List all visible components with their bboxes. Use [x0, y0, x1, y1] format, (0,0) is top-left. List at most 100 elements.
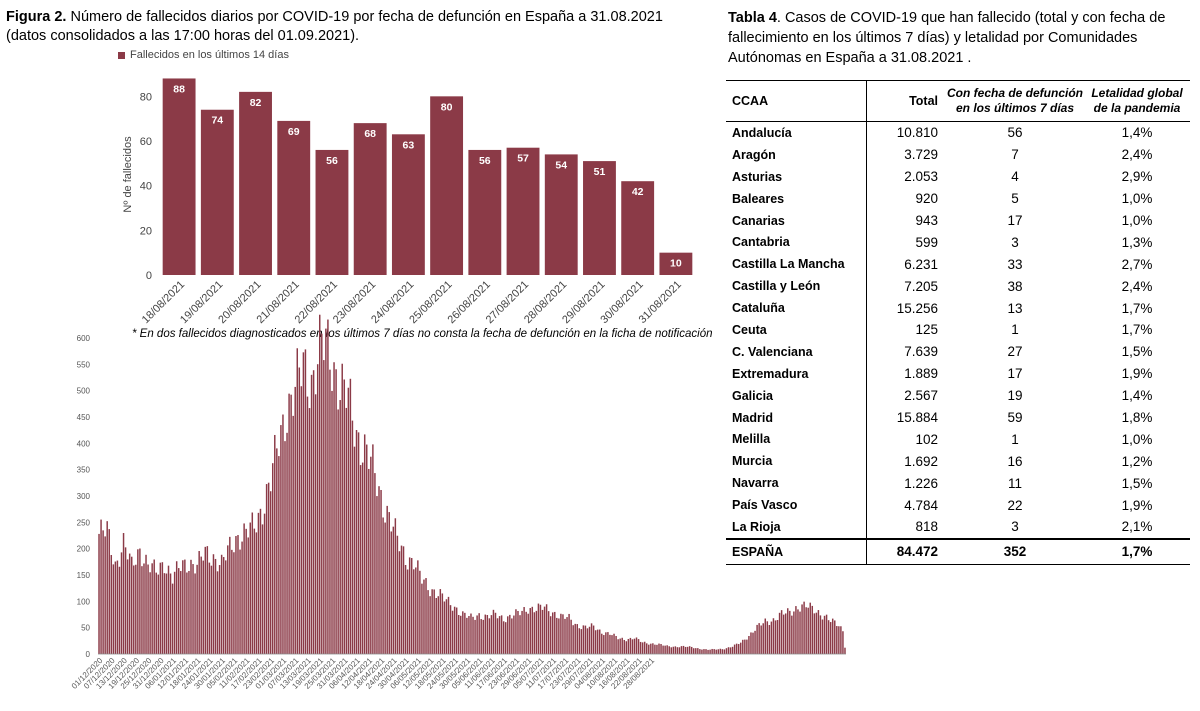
daily-bar [643, 641, 646, 654]
daily-bar [727, 647, 730, 654]
table-caption: Tabla 4. Casos de COVID-19 que han falle… [728, 8, 1188, 68]
col-header-recent-line2: en los últimos 7 días [955, 101, 1075, 115]
daily-bar [811, 605, 814, 654]
daily-bar [486, 614, 489, 654]
cell-recent: 1 [1011, 431, 1019, 447]
daily-bar [433, 589, 435, 654]
daily-bar [251, 512, 254, 654]
daily-bar [504, 622, 507, 654]
daily-bar [543, 606, 546, 654]
daily-bar [605, 632, 607, 654]
bar-value-label: 82 [250, 97, 262, 109]
daily-bar [635, 637, 638, 654]
daily-bar [494, 612, 497, 654]
daily-bar [171, 583, 174, 654]
daily-bar [347, 387, 350, 654]
cell-recent: 19 [1007, 388, 1023, 404]
y-tick-label: 0 [146, 270, 152, 282]
daily-bar [437, 596, 440, 654]
daily-bar [607, 632, 609, 654]
daily-bar [402, 546, 405, 654]
daily-bar [302, 352, 305, 654]
cell-recent: 16 [1007, 453, 1023, 469]
daily-bar [133, 565, 135, 654]
daily-bar [245, 528, 247, 654]
daily-bar [349, 378, 352, 654]
daily-bar [404, 564, 407, 654]
daily-bar [177, 568, 180, 654]
daily-bar [276, 448, 278, 654]
daily-bar [482, 619, 484, 654]
daily-bar [723, 649, 726, 654]
daily-bar [316, 364, 319, 654]
cell-recent: 17 [1007, 213, 1023, 228]
cell-recent: 56 [1007, 125, 1023, 141]
cell-total: 7.639 [865, 340, 946, 363]
daily-bar [406, 569, 409, 654]
daily-bar [282, 414, 284, 654]
daily-bar [533, 612, 536, 654]
daily-bar [196, 564, 198, 654]
daily-bar [735, 643, 738, 654]
cell-ccaa: Castilla La Mancha [732, 257, 845, 272]
cell-ccaa: La Rioja [732, 519, 781, 534]
figure-caption: Figura 2. Número de fallecidos diarios p… [6, 8, 706, 46]
daily-bar [319, 314, 321, 654]
daily-bar [339, 400, 341, 654]
daily-bar [272, 463, 274, 654]
daily-bar [680, 646, 683, 654]
daily-bar [621, 637, 623, 654]
cell-recent: 3 [1011, 234, 1019, 250]
daily-bar [695, 648, 697, 654]
daily-bar [439, 589, 442, 654]
daily-bar [290, 394, 292, 654]
daily-bar [210, 565, 213, 654]
daily-bar [306, 396, 309, 654]
daily-bar [658, 643, 660, 654]
daily-bar [637, 639, 640, 654]
daily-bar [717, 649, 720, 654]
table-row: Asturias 2.053 4 2,9% [726, 165, 1190, 188]
daily-bar [145, 554, 147, 654]
col-header-lethality-line1: Letalidad global [1091, 86, 1183, 100]
daily-bar [351, 420, 354, 654]
daily-bar [674, 646, 677, 654]
daily-bar [423, 579, 425, 654]
table-header-row: CCAA Total Con fecha de defunción en los … [726, 80, 1190, 122]
daily-bar [296, 348, 298, 654]
daily-bar [588, 626, 591, 654]
daily-bar [752, 632, 754, 654]
daily-bar [742, 639, 744, 654]
bar-value-label: 56 [479, 155, 491, 167]
daily-bar [384, 522, 386, 654]
cell-lethality: 1,2% [1121, 453, 1153, 469]
daily-bar [359, 465, 362, 654]
daily-bar [817, 610, 820, 654]
cell-recent: 38 [1007, 278, 1023, 294]
daily-bar [235, 536, 237, 654]
daily-bar [98, 533, 100, 654]
daily-bar [345, 407, 348, 654]
daily-bar [764, 618, 767, 654]
daily-bar [721, 649, 724, 654]
cell-ccaa: Melilla [732, 432, 771, 447]
daily-bar [648, 644, 650, 654]
daily-bar [693, 648, 695, 654]
daily-bar [480, 619, 482, 654]
daily-bar [106, 521, 108, 654]
bar-value-label: 74 [211, 115, 223, 127]
table-row: Andalucía 10.810 56 1,4% [726, 121, 1190, 144]
daily-bar [492, 609, 495, 654]
daily-bar [396, 535, 399, 654]
daily-bar [746, 639, 748, 654]
cell-total: 818 [865, 516, 946, 539]
cell-total: 3.729 [865, 143, 946, 166]
bar-value-label: 68 [364, 128, 376, 140]
cell-lethality: 1,5% [1121, 475, 1153, 491]
daily-bar [740, 642, 742, 654]
daily-bar [509, 614, 511, 654]
daily-bar [539, 604, 542, 654]
daily-bar [376, 496, 378, 654]
daily-bar [776, 620, 779, 654]
table-total-row: ESPAÑA 84.472 352 1,7% [726, 537, 1190, 565]
